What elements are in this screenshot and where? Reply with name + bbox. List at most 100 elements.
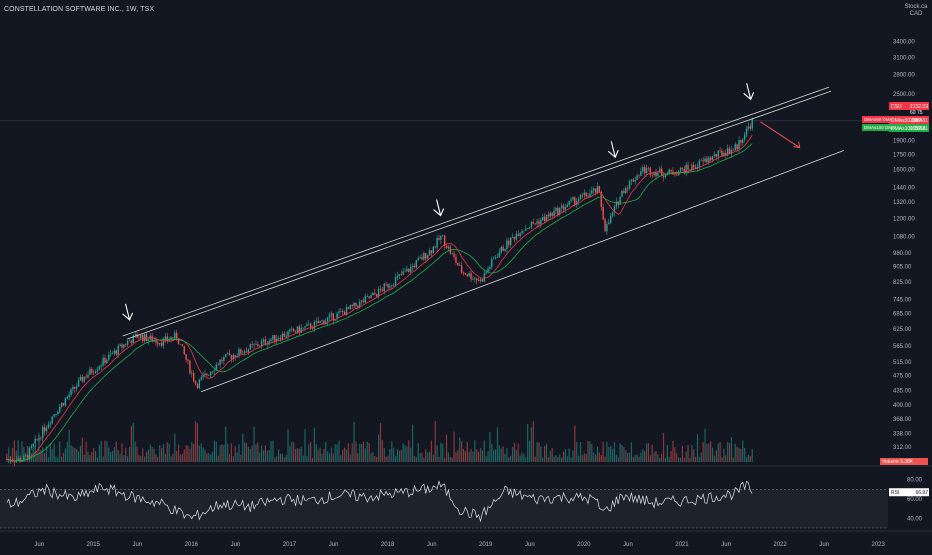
candle-body — [470, 273, 472, 280]
ma-fast-label-bg — [889, 116, 929, 124]
volume-bar — [25, 453, 27, 462]
volume-bar — [447, 452, 450, 462]
volume-bar — [345, 449, 348, 462]
channel-upper-line — [122, 86, 830, 337]
candle-body — [613, 206, 616, 213]
price-tick-label: 515.00 — [893, 360, 912, 366]
candle-body — [270, 339, 272, 341]
volume-bar — [691, 444, 693, 462]
volume-bar — [617, 457, 619, 462]
volume-bar — [230, 443, 233, 462]
candle-body — [540, 219, 542, 225]
volume-bar — [632, 456, 634, 462]
volume-bar — [606, 441, 608, 462]
candle-body — [155, 340, 157, 343]
volume-bar — [349, 454, 351, 462]
ma-slow-line — [6, 143, 753, 462]
candle-body — [532, 222, 535, 224]
volume-bar — [659, 457, 661, 462]
price-tick-label: 368.00 — [893, 417, 912, 423]
candle-body — [198, 379, 201, 388]
price-tick-label: 565.00 — [893, 344, 912, 350]
candle-body — [721, 150, 723, 156]
candle-body — [734, 144, 736, 151]
candle-body — [664, 175, 667, 178]
volume-bar — [406, 446, 408, 462]
candle-body — [260, 341, 263, 346]
volume-bar — [428, 451, 431, 462]
volume-bar — [457, 450, 459, 462]
candle-body — [308, 323, 310, 325]
candle-body — [102, 357, 104, 366]
volume-bar — [249, 448, 251, 462]
volume-bar — [277, 449, 280, 462]
candle-body — [500, 247, 502, 253]
volume-bar — [68, 429, 70, 462]
volume-bar — [110, 451, 112, 462]
candle-body — [175, 332, 178, 339]
candle-body — [702, 160, 704, 162]
volume-bar — [440, 442, 442, 462]
candle-body — [649, 168, 652, 175]
volume-bar — [362, 441, 365, 462]
candle-body — [325, 321, 327, 325]
candle-body — [111, 353, 114, 355]
candle-body — [321, 320, 323, 322]
volume-bar — [176, 450, 178, 462]
volume-bar — [498, 445, 500, 462]
volume-bar — [111, 450, 114, 462]
volume-bar — [740, 448, 742, 462]
candle-body — [425, 253, 427, 259]
volume-bar — [262, 450, 265, 462]
volume-bar — [145, 452, 148, 462]
volume-bar — [53, 443, 55, 462]
volume-bar — [198, 445, 200, 462]
candle-body — [77, 380, 80, 387]
candle-body — [579, 194, 582, 200]
volume-bar — [291, 441, 293, 462]
candle-body — [364, 296, 367, 303]
candle-body — [560, 205, 563, 208]
time-tick-label: 2019 — [479, 542, 493, 548]
volume-bar — [202, 447, 204, 462]
candle-body — [60, 403, 63, 407]
volume-bar — [538, 442, 540, 462]
volume-bar — [177, 444, 180, 462]
candle-body — [213, 370, 216, 372]
volume-bar — [738, 447, 740, 462]
candle-body — [189, 360, 191, 374]
candle-body — [742, 139, 744, 143]
candle-body — [609, 215, 612, 223]
volume-bar — [244, 442, 246, 462]
volume-bar — [687, 445, 689, 462]
candle-body — [581, 194, 584, 196]
volume-bar — [449, 456, 451, 462]
candle-body — [247, 349, 250, 353]
candle-body — [317, 321, 319, 324]
volume-bar — [730, 437, 733, 462]
volume-bar — [515, 449, 517, 462]
candle-body — [679, 167, 682, 172]
candle-body — [145, 334, 148, 342]
volume-bar — [174, 433, 176, 462]
candle-body — [157, 342, 159, 345]
candle-body — [355, 302, 357, 306]
candle-body — [547, 214, 550, 217]
volume-bar — [79, 445, 82, 462]
volume-bar — [179, 454, 182, 462]
volume-bar — [127, 456, 129, 462]
volume-bar — [59, 441, 61, 462]
volume-bar — [266, 450, 268, 462]
candle-body — [513, 237, 516, 240]
price-tick-label: 2500.00 — [893, 92, 915, 98]
candle-body — [542, 216, 544, 220]
candle-body — [659, 168, 661, 173]
volume-bar — [549, 450, 551, 462]
candle-body — [485, 272, 487, 274]
volume-bar — [462, 448, 465, 462]
volume-bar — [185, 445, 187, 462]
candle-body — [589, 193, 591, 197]
candle-body — [625, 187, 627, 193]
